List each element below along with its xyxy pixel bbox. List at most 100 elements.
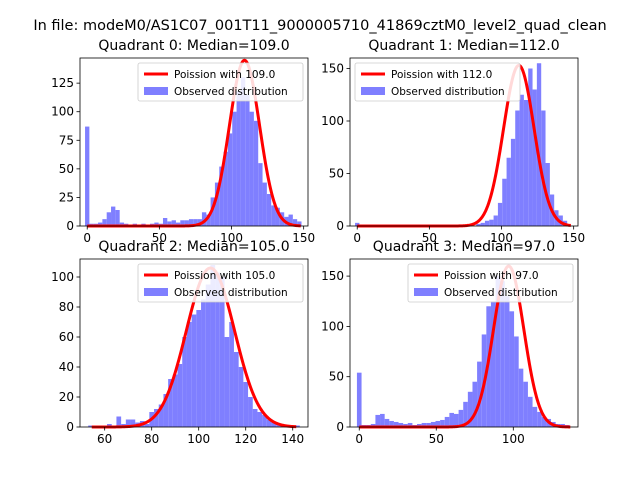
histogram-bar [489,219,494,226]
x-tick-label: 100 [220,231,243,245]
histogram-bar [171,220,176,226]
y-tick-label: 100 [321,319,344,333]
histogram-bar [253,120,259,226]
y-tick-label: 75 [59,133,74,147]
y-tick-label: 100 [51,105,74,119]
legend-bar-swatch [361,87,385,95]
histogram-bar [193,219,198,226]
legend-entry-poisson: Poission with 105.0 [174,270,275,282]
histogram-bar [370,423,376,427]
histogram-bar [172,374,178,427]
histogram-bar [532,89,537,226]
chart-title: Quadrant 0: Median=109.0 [98,38,289,54]
histogram-bar [258,163,263,226]
axes-frame [79,57,309,227]
y-tick-label: 0 [66,420,74,434]
histogram-bar [88,425,93,427]
histogram-bar [262,182,267,226]
histogram-bar [393,421,399,427]
y-tick-label: 0 [336,420,344,434]
histogram-bar [421,422,427,427]
legend-box [137,62,304,102]
histogram-bar [236,91,241,227]
histogram-bar [356,372,362,427]
histogram-bar [440,419,445,427]
axes-frame [349,57,579,227]
histogram-bar [130,419,136,427]
histogram-bar [158,404,164,427]
histogram-bar [186,322,192,427]
figure-suptitle: In file: modeM0/AS1C07_001T11_9000005710… [33,18,606,34]
histogram-bar [125,419,131,427]
axes-frame [349,258,579,428]
histogram-bar [398,422,404,427]
x-tick-label: 50 [152,231,167,245]
histogram-bar [523,100,529,226]
histogram-bar [210,265,216,427]
histogram-bar [154,409,159,427]
histogram-bar [506,157,511,226]
histogram-bar [536,63,542,226]
histogram-bar [493,215,498,226]
histogram-bar [490,301,496,427]
histogram-bar [162,218,168,226]
histogram-bar [472,381,478,427]
histogram-bar [509,311,515,427]
x-tick-label: 140 [281,432,304,446]
legend-box [137,263,304,303]
histogram-bar [519,94,524,226]
histogram-bar [248,397,253,427]
y-tick-label: 100 [321,114,344,128]
legend-bar-swatch [144,288,168,296]
legend: Poission with 97.0 Observed distribution [407,263,574,303]
y-tick-label: 50 [329,370,344,384]
x-tick-label: 100 [187,432,210,446]
legend-entry-observed: Observed distribution [391,86,505,98]
y-tick-label: 60 [59,330,74,344]
histogram-bar [435,420,441,427]
y-tick-label: 40 [59,360,74,374]
histogram-bar [500,281,505,427]
x-tick-label: 60 [97,432,112,446]
histogram-bar [115,210,120,226]
legend-entry-observed: Observed distribution [174,86,288,98]
histogram-bar [191,314,197,427]
legend-box [407,263,574,303]
legend-entry-poisson: Poission with 109.0 [174,69,275,81]
legend: Poission with 112.0 Observed distribution [354,62,521,102]
histogram-bar [232,111,237,226]
y-tick-label: 150 [321,269,344,283]
x-tick-label: 0 [355,432,363,446]
legend: Poission with 109.0 Observed distribution [137,62,304,102]
y-tick-label: 0 [66,219,74,233]
histogram-bar [233,352,239,427]
legend: Poission with 105.0 Observed distribution [137,263,304,303]
histogram-bar [537,411,542,427]
histogram-bar [98,222,103,226]
histogram-bar [106,212,112,226]
chart-title: Quadrant 1: Median=112.0 [368,38,559,54]
histogram-bar [238,367,244,427]
histogram-bar [85,126,90,226]
histogram-bar [510,138,516,226]
histogram-bar [182,337,187,427]
histogram-bar [224,337,230,427]
histogram-bar [119,222,125,226]
histogram-bar [201,299,206,427]
histogram-bar [201,212,207,226]
histogram-bar [532,406,538,427]
histogram-bar [219,277,225,427]
histogram-bar [257,412,263,427]
histogram-bar [262,415,267,427]
y-tick-label: 150 [321,62,344,76]
histogram-bar [245,94,250,226]
histogram-bar [271,205,276,226]
x-tick-label: 80 [144,432,159,446]
x-tick-label: 50 [429,432,444,446]
histogram-bar [384,418,390,427]
histogram-bar [453,413,459,427]
histogram-bar [168,379,173,427]
histogram-bar [476,223,481,226]
histogram-bar [458,409,464,427]
